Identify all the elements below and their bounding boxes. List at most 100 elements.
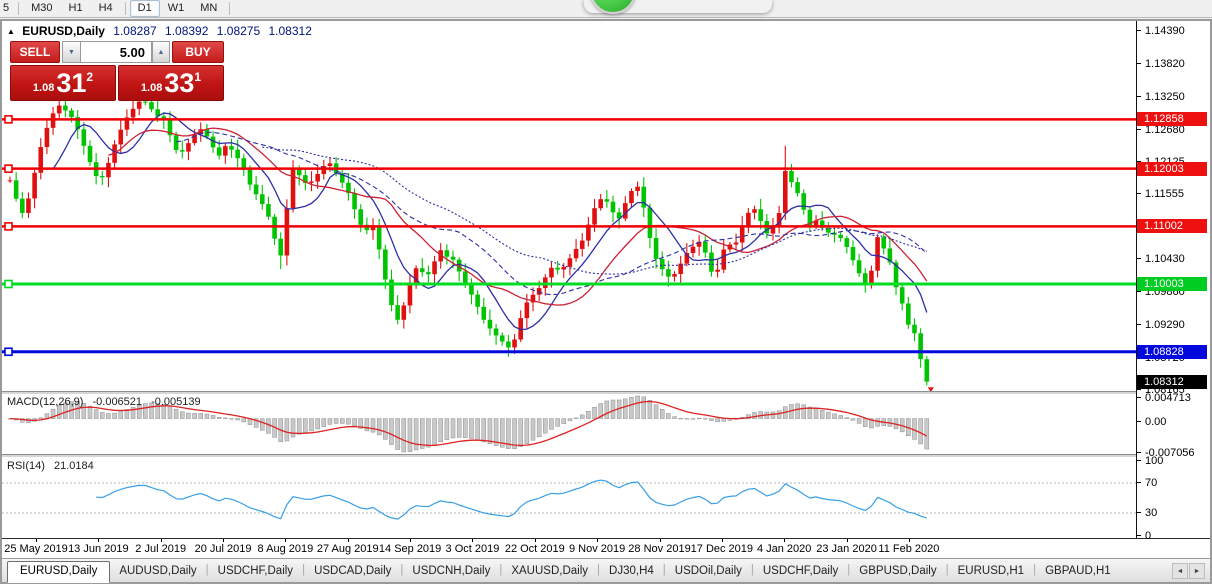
collapse-icon[interactable]: ▲ — [7, 27, 15, 36]
timeframe-h1-button[interactable]: H1 — [68, 2, 83, 14]
ohlc-high: 1.08392 — [165, 24, 209, 38]
chart-macd-splitter[interactable] — [2, 391, 1210, 395]
chart-tab-gbpaud-h1[interactable]: GBPAUD,H1 — [1045, 565, 1111, 577]
chart-tab-usdcad-daily[interactable]: USDCAD,Daily — [314, 565, 392, 577]
tab-separator: | — [847, 563, 851, 576]
date-tick — [721, 539, 723, 542]
rsi-title: RSI(14) — [7, 460, 45, 472]
one-click-trade-panel: SELL ▼ 5.00 ▲ BUY 1.08 31 2 1.08 33 1 — [10, 41, 224, 101]
chart-tab-dj30-h4[interactable]: DJ30,H4 — [609, 565, 654, 577]
macd-value-1: -0.006521 — [92, 396, 143, 408]
chart-tab-usdchf-daily[interactable]: USDCHF,Daily — [217, 565, 294, 577]
chart-area[interactable]: ▲ EURUSD,Daily 1.08287 1.08392 1.08275 1… — [2, 21, 1210, 558]
ask-price-box[interactable]: 1.08 33 1 — [118, 65, 224, 101]
date-label: 3 Oct 2019 — [445, 543, 500, 555]
date-tick — [846, 539, 848, 542]
chart-tab-eurusd-h1[interactable]: EURUSD,H1 — [957, 565, 1025, 577]
tab-separator: | — [499, 563, 503, 576]
ask-price-pipette: 1 — [194, 70, 202, 84]
volume-decrease-button[interactable]: ▼ — [62, 41, 80, 63]
price-axis[interactable]: 1.143901.138201.132501.126801.121251.115… — [1136, 21, 1210, 542]
tab-separator: | — [945, 563, 949, 576]
chart-tab-xauusd-daily[interactable]: XAUUSD,Daily — [511, 565, 589, 577]
timeframe-d1-button[interactable]: D1 — [129, 0, 160, 17]
recording-indicator-pill[interactable] — [584, 0, 772, 14]
timeframe-mn-button[interactable]: MN — [200, 2, 218, 14]
price-tick-label: 1.11555 — [1137, 188, 1184, 200]
rsi-label: RSI(14) 21.0184 — [7, 460, 94, 472]
tick-dash — [1137, 160, 1141, 162]
date-label: 20 Jul 2019 — [194, 543, 252, 555]
price-tick-label: 1.13820 — [1137, 58, 1185, 70]
bid-price-box[interactable]: 1.08 31 2 — [10, 65, 116, 101]
volume-increase-button[interactable]: ▲ — [152, 41, 170, 63]
macd-title: MACD(12,26,9) — [7, 396, 84, 408]
price-level-tag: 1.08312 — [1137, 374, 1207, 389]
indicator-axis-label: 30 — [1137, 507, 1157, 519]
tab-scroll-buttons: ◄ ► — [1172, 563, 1205, 579]
bid-price-pipette: 2 — [86, 70, 94, 84]
chart-tab-gbpusd-daily[interactable]: GBPUSD,Daily — [859, 565, 937, 577]
date-tick — [36, 539, 37, 542]
date-tick — [784, 539, 786, 542]
tab-separator: | — [662, 563, 666, 576]
chart-tab-bar: EURUSD,Daily AUDUSD,Daily | USDCHF,Daily | US… — [2, 558, 1210, 583]
chart-tab-usdcnh-daily[interactable]: USDCNH,Daily — [412, 565, 491, 577]
date-tick — [597, 539, 599, 542]
price-tick-label: 1.14390 — [1137, 25, 1185, 37]
tab-separator: | — [597, 563, 601, 576]
tick-dash — [1137, 512, 1141, 513]
date-label: 17 Dec 2019 — [690, 543, 754, 555]
price-level-tag: 1.08828 — [1137, 344, 1207, 359]
date-tick — [160, 539, 162, 542]
buy-button[interactable]: BUY — [172, 41, 224, 63]
price-tick-label: 1.09290 — [1137, 319, 1185, 331]
indicator-axis-label: 0.00 — [1137, 416, 1166, 428]
price-tick-label: 1.12680 — [1137, 124, 1185, 136]
tab-scroll-right-button[interactable]: ► — [1189, 563, 1205, 579]
price-chart-canvas[interactable] — [2, 21, 1136, 538]
date-tick — [534, 539, 536, 542]
sell-button[interactable]: SELL — [10, 41, 60, 63]
volume-input[interactable]: 5.00 — [80, 41, 152, 63]
date-tick — [410, 539, 412, 542]
chart-tab-usdchf-daily[interactable]: USDCHF,Daily — [762, 565, 839, 577]
tab-separator: | — [750, 563, 754, 576]
tab-separator: | — [302, 563, 306, 576]
price-level-tag: 1.10003 — [1137, 276, 1207, 291]
tick-dash — [1137, 128, 1141, 130]
record-ball-icon — [590, 0, 636, 14]
chart-window: ▲ EURUSD,Daily 1.08287 1.08392 1.08275 1… — [0, 19, 1212, 584]
macd-rsi-splitter[interactable] — [2, 454, 1210, 458]
bid-price-big: 31 — [56, 68, 87, 98]
date-label: 11 Feb 2020 — [878, 543, 940, 555]
date-tick — [98, 539, 100, 542]
tick-dash — [1137, 324, 1141, 326]
timeframe-w1-button[interactable]: W1 — [167, 2, 185, 14]
price-level-tag: 1.11002 — [1137, 219, 1207, 234]
tab-scroll-left-button[interactable]: ◄ — [1172, 563, 1188, 579]
tick-dash — [1137, 258, 1141, 260]
tick-dash — [1137, 30, 1141, 31]
timeframe-m30-button[interactable]: M30 — [31, 2, 53, 14]
date-label: 4 Jan 2020 — [756, 543, 812, 555]
date-tick — [347, 539, 349, 542]
tick-dash — [1137, 459, 1141, 461]
ohlc-low: 1.08275 — [216, 24, 261, 38]
bid-price-small: 1.08 — [32, 82, 55, 94]
date-label: 2 Jul 2019 — [135, 543, 187, 555]
tick-dash — [1137, 397, 1141, 398]
date-label: 8 Aug 2019 — [257, 543, 314, 555]
date-axis[interactable]: 25 May 2019 13 Jun 2019 2 Jul 2019 20 Jul 2… — [2, 538, 1210, 558]
tab-separator: | — [1033, 563, 1037, 576]
chart-tab-eurusd-daily[interactable]: EURUSD,Daily — [7, 561, 111, 583]
indicator-axis-label: 0.004713 — [1137, 392, 1191, 404]
chart-tab-usdoil-daily[interactable]: USDOil,Daily — [674, 565, 742, 577]
ohlc-close: 1.08312 — [268, 24, 312, 38]
chart-tab-audusd-daily[interactable]: AUDUSD,Daily — [119, 565, 197, 577]
timeframe-h4-button[interactable]: H4 — [98, 2, 113, 14]
indicator-axis-label: -0.007056 — [1137, 447, 1195, 459]
symbol-label: EURUSD,Daily — [22, 24, 105, 38]
tick-dash — [1137, 388, 1141, 390]
timeframe-m5-button[interactable]: 5 — [3, 2, 10, 14]
